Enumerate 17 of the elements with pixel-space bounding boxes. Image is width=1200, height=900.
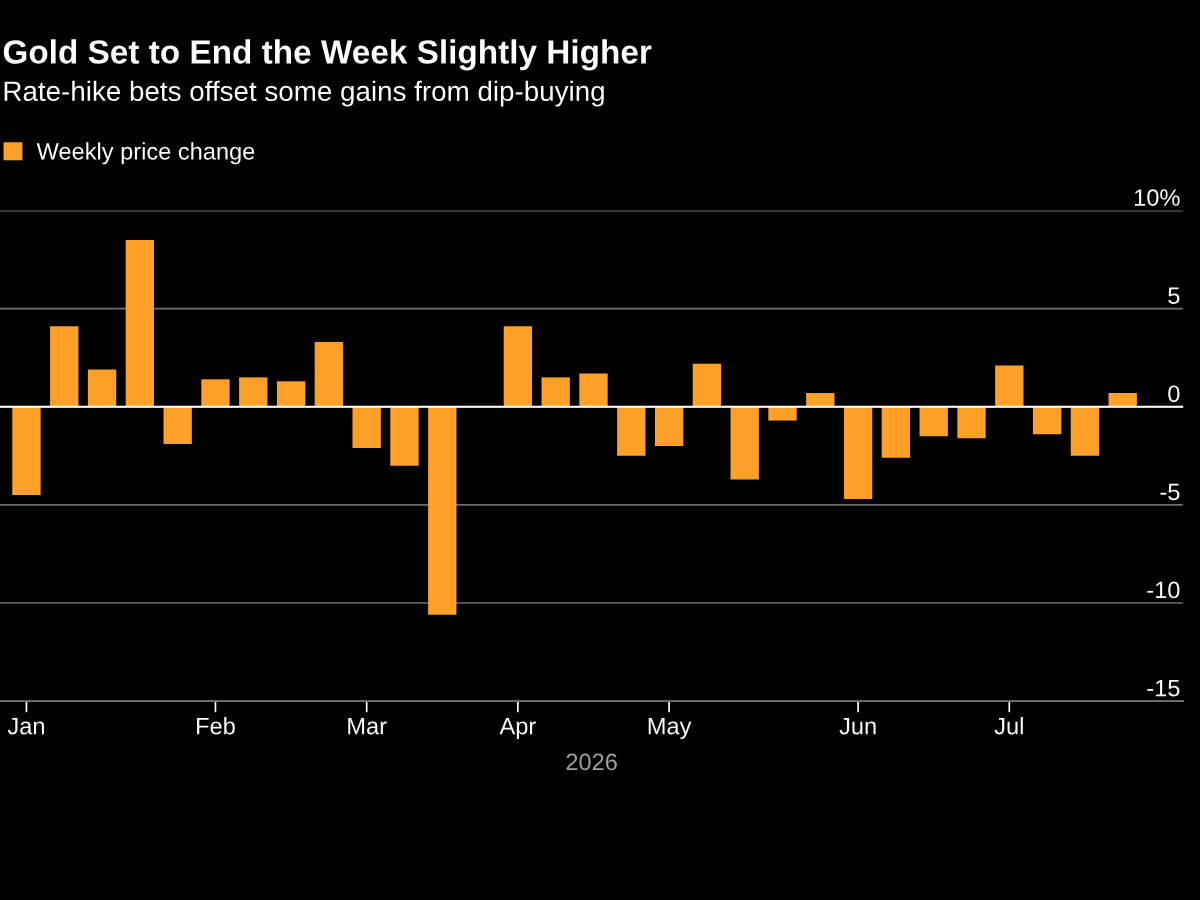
x-tick-label: Jan [7, 717, 44, 735]
x-tick-label: Jun [839, 717, 876, 735]
x-tick-label: Mar [348, 717, 387, 735]
chart-subtitle: Rate-hike bets offset some gains from dip-buying [4, 80, 604, 107]
x-tick-label: Apr [499, 717, 536, 740]
y-tick-label: 0 [1168, 385, 1180, 403]
y-tick-label: 10% [1134, 189, 1180, 206]
y-tick-label: -10 [1147, 581, 1180, 599]
y-tick-label: -5 [1160, 483, 1180, 501]
legend-label: Weekly price change [36, 142, 255, 165]
y-tick-label: 5 [1168, 287, 1180, 305]
x-tick-label: Feb [197, 717, 235, 735]
y-tick-label: -15 [1147, 679, 1180, 697]
chart-title: Gold Set to End the Week Slightly Higher [3, 39, 652, 71]
x-axis-title: 2026 [566, 753, 617, 771]
x-tick-label: May [648, 717, 692, 740]
x-tick-label: Jul [994, 717, 1023, 735]
